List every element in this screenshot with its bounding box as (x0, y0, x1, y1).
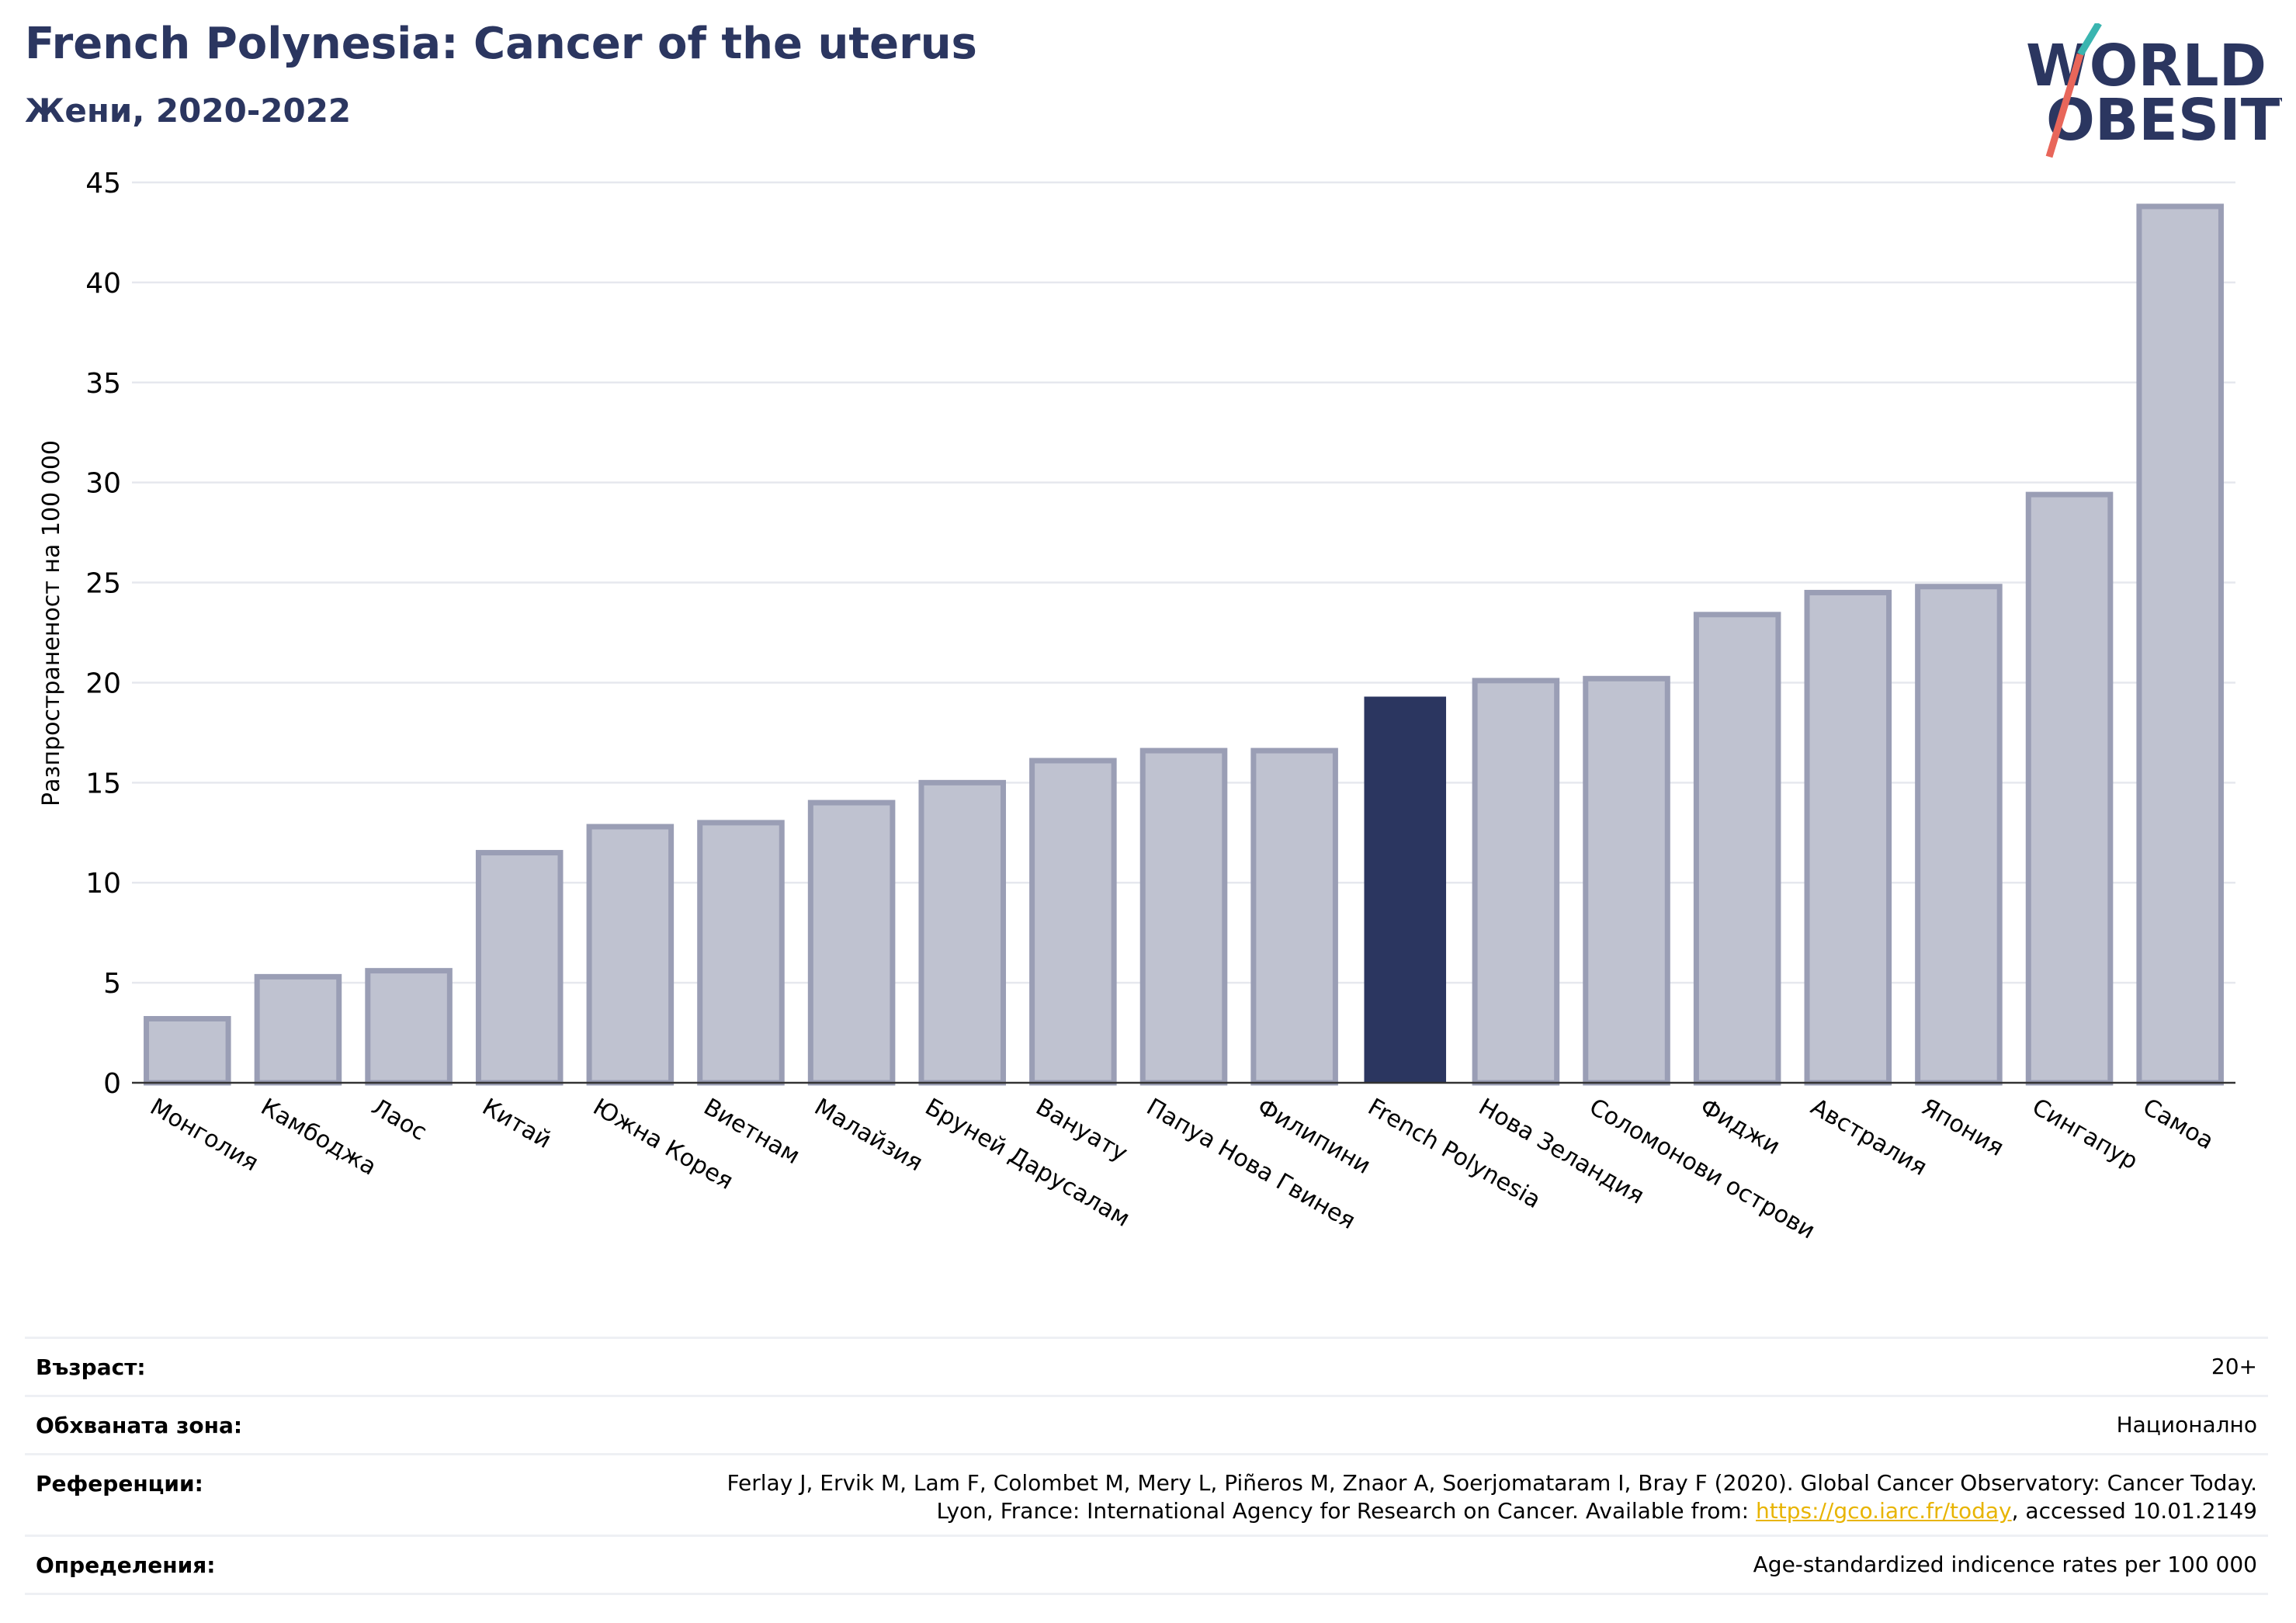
bar-0 (144, 1016, 231, 1086)
x-tick-label: Папуа Нова Гвинея (1142, 1094, 1360, 1235)
bar-17 (2025, 491, 2114, 1086)
info-value: Age-standardized indicence rates per 100… (1753, 1552, 2257, 1577)
x-tick-label: Лаос (367, 1094, 432, 1146)
chart-subtitle: Жени, 2020-2022 (25, 92, 352, 130)
info-value: Ferlay J, Ervik M, Lam F, Colombet M, Me… (727, 1470, 2257, 1524)
bar-14 (1693, 612, 1781, 1086)
info-label: Референции: (36, 1471, 203, 1496)
info-label: Обхваната зона: (36, 1413, 243, 1438)
y-tick-label: 45 (85, 168, 121, 199)
chart-title: French Polynesia: Cancer of the uterus (25, 19, 977, 69)
bar-3 (475, 850, 564, 1086)
y-tick-label: 15 (85, 768, 121, 799)
y-axis-label: Разпространеност на 100 000 (38, 440, 65, 806)
info-row: Определения: Age-standardized indicence r… (25, 1535, 2268, 1595)
bar-4 (586, 824, 675, 1086)
bar-2 (365, 968, 453, 1086)
info-row: Обхваната зона: Национално (25, 1395, 2268, 1453)
logo-slash-red (2045, 53, 2084, 158)
x-tick-label: Самоа (2138, 1094, 2218, 1156)
bar-13 (1583, 675, 1670, 1086)
bar-11 (1364, 696, 1447, 1083)
x-tick-label: Австралия (1806, 1094, 1932, 1181)
x-tick-label: Япония (1916, 1094, 2008, 1162)
bar-6 (807, 799, 896, 1086)
x-tick-label: Бруней Дарусалам (921, 1094, 1135, 1233)
logo-line1: WORLD (2026, 33, 2267, 99)
x-tick-label: Монголия (145, 1094, 262, 1177)
bar-12 (1472, 678, 1560, 1086)
x-tick-label: Сингапур (2027, 1094, 2142, 1176)
logo-line2: OBESITY (2046, 87, 2282, 154)
bars (144, 203, 2224, 1086)
reference-link[interactable]: https://gco.iarc.fr/today (1756, 1498, 2012, 1524)
world-obesity-logo: WORLD OBESITY (2026, 23, 2282, 158)
x-tick-label: Камбоджа (256, 1094, 381, 1181)
info-label: Възраст: (36, 1354, 146, 1380)
y-tick-label: 35 (85, 368, 121, 400)
y-tick-label: 0 (103, 1068, 121, 1100)
info-label: Определения: (36, 1552, 216, 1578)
x-tick-label: Фиджи (1695, 1094, 1784, 1161)
bar-7 (918, 779, 1007, 1086)
x-tick-label: Малайзия (810, 1094, 928, 1177)
bar-16 (1915, 584, 2003, 1086)
y-tick-label: 40 (85, 268, 121, 300)
y-tick-label: 5 (103, 968, 121, 1000)
x-tick-label: Китай (477, 1094, 556, 1154)
bar-9 (1139, 747, 1228, 1086)
x-tick-label: Вануату (1031, 1094, 1132, 1167)
bar-15 (1804, 589, 1892, 1086)
info-table: Възраст: 20+ Обхваната зона: Национално Рефе… (25, 1337, 2268, 1595)
bar-5 (697, 820, 785, 1086)
y-tick-label: 25 (85, 568, 121, 600)
info-row: Възраст: 20+ (25, 1337, 2268, 1395)
info-value: 20+ (2211, 1354, 2257, 1379)
logo-slash-teal (2077, 23, 2102, 57)
y-tick-label: 10 (85, 868, 121, 900)
y-tick-label: 30 (85, 468, 121, 500)
bar-10 (1250, 747, 1338, 1086)
info-value: Национално (2116, 1412, 2257, 1437)
bar-18 (2136, 203, 2224, 1086)
info-row: Референции: Ferlay J, Ervik M, Lam F, Col… (25, 1453, 2268, 1535)
y-tick-label: 20 (85, 668, 121, 699)
bar-1 (254, 973, 342, 1086)
bar-8 (1029, 758, 1117, 1086)
